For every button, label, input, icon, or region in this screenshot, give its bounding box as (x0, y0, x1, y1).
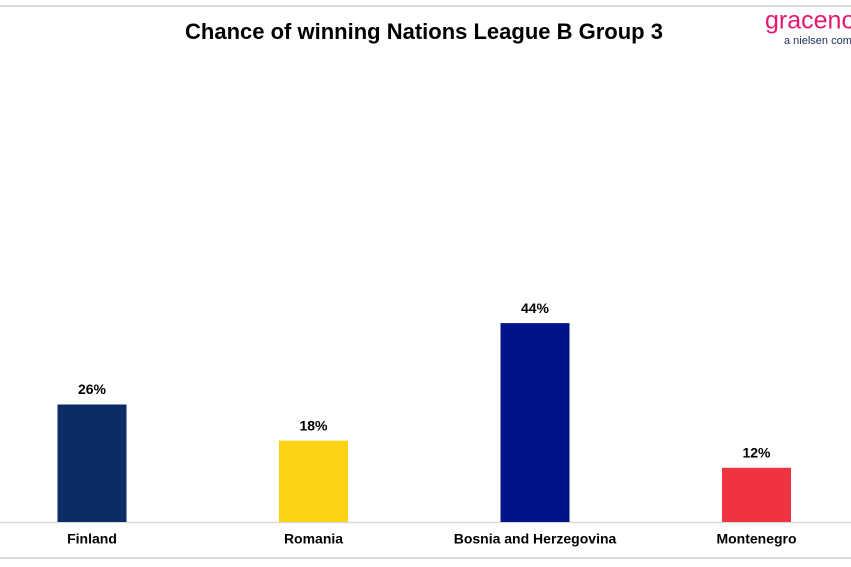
logo-tagline: a nielsen company (784, 35, 851, 47)
x-tick-label: Bosnia and Herzegovina (454, 531, 617, 547)
value-label: 12% (742, 444, 771, 460)
x-tick-label: Finland (67, 531, 117, 547)
bar (500, 323, 570, 522)
chart-title: Chance of winning Nations League B Group… (185, 19, 663, 44)
x-tick-label: Romania (284, 531, 343, 547)
bar (279, 440, 348, 522)
logo-name: gracenote (765, 7, 851, 35)
value-label: 26% (78, 381, 107, 397)
value-label: 44% (521, 300, 550, 316)
bar (57, 404, 127, 522)
value-label: 18% (299, 417, 328, 433)
bar (722, 467, 791, 522)
x-tick-label: Montenegro (716, 531, 796, 547)
